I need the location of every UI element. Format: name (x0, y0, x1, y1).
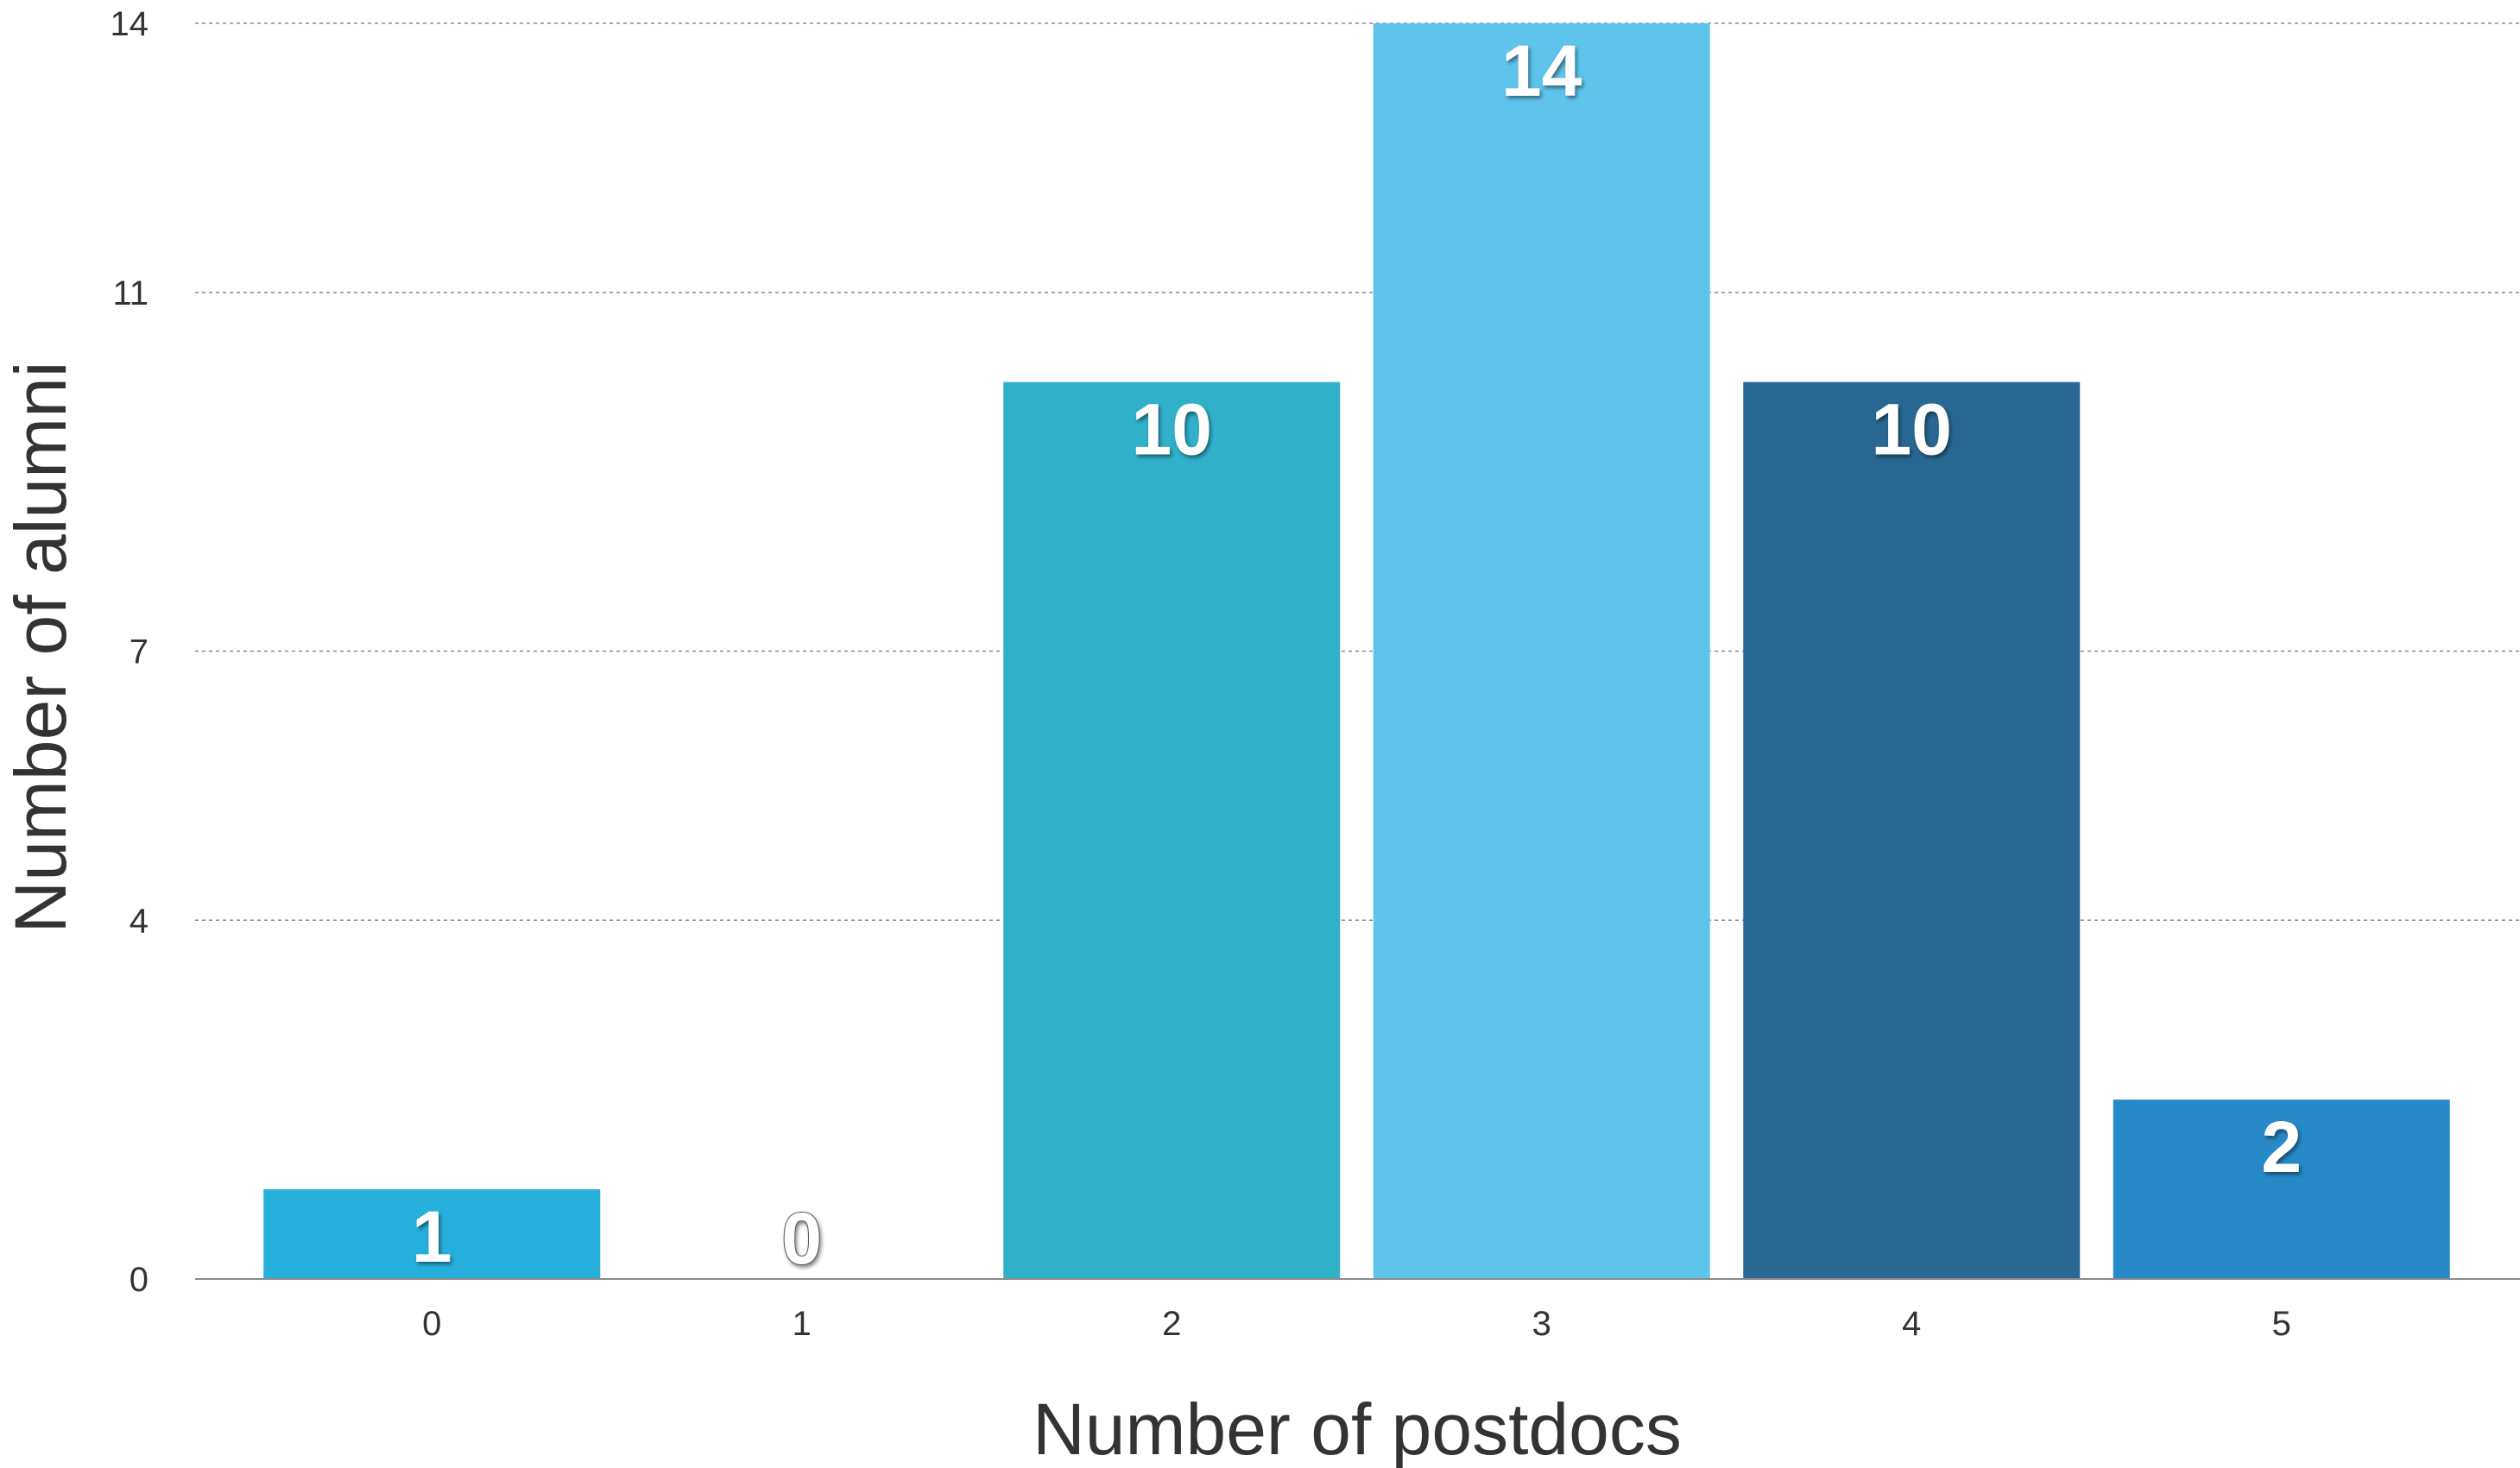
bar (1743, 381, 2081, 1279)
x-tick-label: 0 (422, 1305, 441, 1343)
bar (2113, 1099, 2450, 1279)
data-label: 2 (2261, 1106, 2302, 1188)
x-tick-label: 5 (2272, 1305, 2291, 1343)
y-tick-label: 4 (129, 902, 148, 940)
data-label: 14 (1501, 30, 1582, 111)
bars (263, 23, 2450, 1279)
x-tick-label: 4 (1902, 1305, 1921, 1343)
bar (1373, 23, 1710, 1279)
bar (1003, 381, 1341, 1279)
y-tick-label: 0 (129, 1261, 148, 1299)
y-tick-label: 14 (111, 5, 149, 43)
x-tick-label: 2 (1162, 1305, 1181, 1343)
x-axis-title: Number of postdocs (1033, 1389, 1682, 1468)
y-tick-label: 7 (129, 633, 148, 671)
data-label: 10 (1132, 389, 1212, 470)
x-tick-labels: 0 1 2 3 4 5 (422, 1305, 2291, 1343)
data-label: 10 (1872, 389, 1952, 470)
x-tick-label: 1 (793, 1305, 812, 1343)
gridlines (195, 22, 2520, 922)
y-axis-title: Number of alumni (0, 362, 81, 934)
x-tick-label: 3 (1532, 1305, 1551, 1343)
bar (263, 1189, 601, 1279)
y-tick-labels: 0 4 7 11 14 (111, 5, 149, 1299)
data-label: 0 (781, 1198, 822, 1279)
y-tick-label: 11 (112, 274, 148, 312)
data-label: 1 (412, 1196, 452, 1277)
